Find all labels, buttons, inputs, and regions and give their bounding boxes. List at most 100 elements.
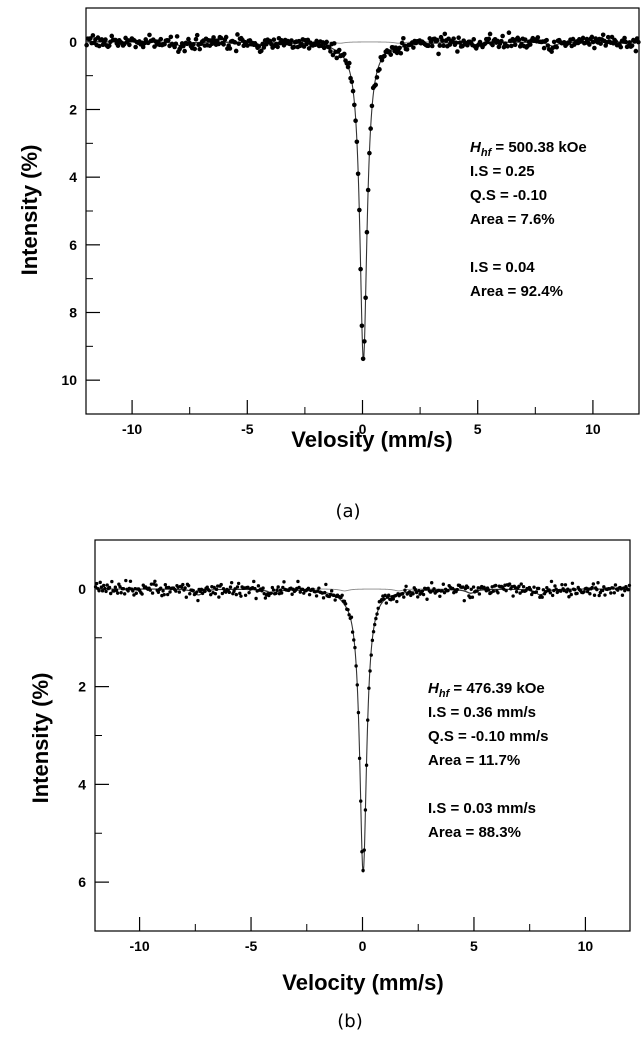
data-point: [470, 595, 475, 599]
data-point: [214, 587, 219, 592]
data-point: [416, 595, 420, 599]
x-tick-label: -5: [241, 421, 254, 437]
data-point: [590, 585, 594, 590]
data-point: [426, 43, 431, 49]
data-point: [549, 579, 554, 584]
annotation-subscript: hf: [481, 147, 493, 159]
data-point: [220, 591, 225, 596]
data-point: [592, 593, 597, 597]
data-point: [179, 585, 184, 589]
data-point: [363, 295, 368, 301]
data-point: [357, 207, 362, 213]
x-axis-title-a: Velosity (mm/s): [291, 427, 452, 452]
data-point: [379, 57, 385, 63]
data-point: [228, 585, 233, 589]
x-tick-label: -5: [245, 938, 258, 954]
data-point: [487, 31, 493, 37]
data-point: [567, 595, 571, 599]
data-point: [595, 587, 599, 592]
data-point: [393, 593, 398, 598]
data-point: [168, 34, 174, 40]
x-axis-title-b: Velocity (mm/s): [282, 970, 443, 995]
annotation-line: Area = 88.3%: [428, 824, 521, 841]
data-point: [516, 37, 522, 43]
data-point: [289, 38, 294, 43]
data-point: [545, 43, 551, 48]
data-point: [363, 808, 368, 812]
data-point: [584, 36, 590, 42]
data-point: [103, 37, 108, 42]
data-point: [563, 583, 568, 587]
data-point: [256, 44, 262, 49]
data-point: [633, 48, 639, 54]
data-point: [350, 88, 356, 94]
data-point: [597, 593, 601, 598]
caption-b: (b): [337, 1011, 362, 1032]
data-point: [362, 848, 366, 852]
data-point: [330, 52, 336, 58]
data-point: [383, 593, 387, 598]
data-point: [587, 42, 592, 47]
annotation-line: I.S = 0.04: [470, 259, 535, 276]
data-point: [341, 51, 347, 57]
data-point: [514, 590, 519, 594]
caption-a: (a): [335, 501, 360, 522]
data-point: [522, 37, 528, 42]
fit-curves-a: [86, 41, 639, 361]
data-point: [627, 40, 632, 45]
data-point: [592, 45, 597, 51]
data-point: [192, 46, 198, 52]
data-point: [253, 586, 257, 591]
data-point: [141, 583, 145, 587]
data-point: [404, 584, 408, 589]
data-point: [623, 39, 629, 45]
data-point: [573, 588, 577, 592]
data-point: [193, 36, 199, 42]
data-point: [103, 586, 107, 591]
data-point: [102, 583, 106, 588]
data-point: [134, 591, 138, 595]
data-point: [442, 31, 448, 37]
data-point: [181, 43, 186, 49]
data-point: [213, 591, 218, 596]
data-point: [432, 587, 436, 591]
data-point: [203, 589, 207, 594]
data-point: [421, 592, 426, 597]
y-tick-label: 4: [78, 776, 86, 792]
data-point: [506, 30, 512, 36]
data-point: [186, 36, 191, 42]
fit-curves-b: [95, 588, 630, 873]
data-point: [329, 589, 334, 593]
data-point: [162, 41, 167, 47]
annotation-line: Area = 11.7%: [428, 752, 520, 769]
data-point: [598, 41, 603, 46]
data-point: [343, 602, 348, 606]
data-point: [347, 60, 352, 66]
data-point: [518, 591, 522, 595]
data-point: [365, 187, 371, 193]
data-point: [367, 686, 371, 690]
data-point: [296, 579, 300, 584]
data-point: [350, 630, 355, 634]
data-point: [121, 587, 126, 591]
data-point: [430, 581, 434, 585]
data-point: [359, 799, 363, 803]
data-point: [620, 593, 625, 597]
data-point: [591, 582, 596, 586]
data-point: [260, 41, 265, 47]
data-point: [324, 39, 329, 45]
data-point: [537, 586, 541, 591]
data-point: [368, 669, 372, 673]
data-point: [603, 593, 607, 597]
data-point: [95, 581, 99, 586]
data-point: [140, 44, 146, 50]
data-point: [233, 587, 237, 591]
data-point: [109, 591, 113, 596]
data-point: [133, 44, 138, 50]
data-point: [627, 583, 632, 588]
data-point: [333, 598, 337, 602]
data-point: [317, 586, 321, 590]
data-point: [440, 38, 445, 43]
data-point: [457, 40, 463, 45]
data-point: [361, 868, 365, 873]
